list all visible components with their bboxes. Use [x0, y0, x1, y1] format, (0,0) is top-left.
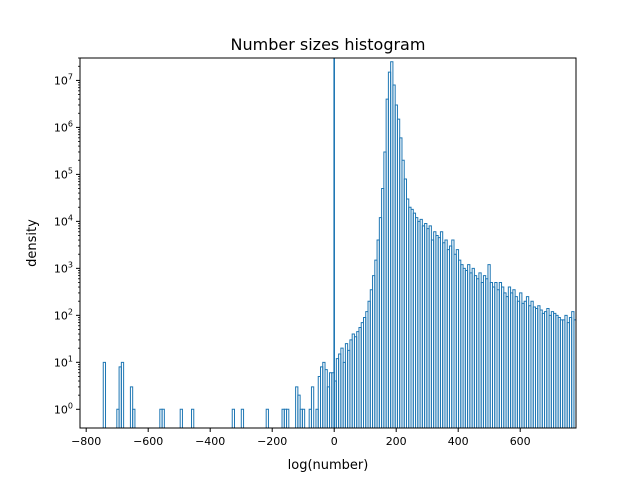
y-tick-base: 10	[54, 262, 68, 275]
axes-frame	[79, 57, 577, 429]
y-tick-label: 101	[54, 354, 73, 369]
histogram-bin	[191, 408, 195, 428]
y-axis-label: density	[25, 219, 40, 267]
histogram-bin	[617, 334, 619, 433]
histogram-bin	[310, 386, 315, 428]
histogram-bin	[610, 334, 612, 433]
x-tick-label: 400	[448, 435, 469, 448]
histogram-bin	[575, 314, 576, 428]
histogram-bin	[626, 332, 628, 433]
y-tick-label: 102	[54, 307, 73, 322]
x-tick-label: 0	[331, 435, 338, 448]
histogram-bin	[161, 408, 165, 428]
histogram-bin	[301, 408, 306, 428]
x-axis-label: log(number)	[288, 458, 369, 473]
histogram-bin	[619, 329, 621, 433]
y-tick-label: 100	[54, 401, 73, 416]
x-tick-label: −200	[257, 435, 287, 448]
histogram-bin	[585, 326, 587, 433]
histogram-bin	[594, 326, 596, 433]
histogram-bin	[179, 408, 183, 428]
histogram-bin	[601, 329, 603, 433]
histogram-bin	[621, 337, 623, 433]
y-tick-label: 106	[54, 119, 73, 134]
histogram-bin	[628, 337, 630, 433]
histogram-bin	[132, 408, 136, 428]
y-tick-base: 10	[54, 121, 68, 134]
histogram-bin	[581, 313, 583, 433]
x-axis-ticks: −800 −600 −400 −200 0 200 400 600	[71, 428, 531, 448]
histogram-bin	[583, 317, 585, 433]
histogram-bin	[102, 361, 107, 428]
chart-title: Number sizes histogram	[231, 35, 426, 54]
x-tick-label: 600	[510, 435, 531, 448]
y-tick-label: 107	[54, 72, 73, 87]
plot-area	[102, 58, 639, 433]
y-tick-exponent: 3	[68, 260, 73, 269]
y-tick-base: 10	[54, 215, 68, 228]
histogram-bin	[633, 332, 635, 433]
histogram-bin	[635, 337, 637, 433]
histogram-bin	[608, 326, 610, 433]
histogram-bin	[612, 317, 614, 433]
x-tick-label: −600	[133, 435, 163, 448]
x-tick-label: −400	[195, 435, 225, 448]
y-tick-label: 103	[54, 260, 73, 275]
y-tick-label: 105	[54, 166, 73, 181]
y-tick-base: 10	[54, 168, 68, 181]
histogram-bin	[599, 315, 601, 433]
histogram-bin	[631, 340, 633, 433]
y-tick-exponent: 4	[68, 213, 73, 222]
y-tick-base: 10	[54, 403, 68, 416]
histogram-bin	[265, 408, 269, 428]
histogram-bin	[578, 323, 580, 433]
histogram-bin	[231, 408, 235, 428]
histogram-bin	[573, 319, 576, 428]
histogram-bin	[588, 320, 590, 433]
histogram-bin	[597, 317, 599, 433]
y-tick-exponent: 0	[68, 401, 73, 410]
histogram-bin	[590, 310, 592, 433]
histogram-bins	[102, 58, 639, 433]
histogram-bin	[624, 334, 626, 433]
histogram-bin	[637, 334, 639, 433]
histogram-bin	[120, 361, 125, 428]
histogram-bin	[603, 320, 605, 433]
histogram-bin	[615, 329, 617, 433]
y-tick-base: 10	[54, 356, 68, 369]
y-tick-exponent: 7	[68, 72, 73, 81]
y-tick-exponent: 1	[68, 354, 73, 363]
x-tick-label: 200	[386, 435, 407, 448]
y-tick-base: 10	[54, 74, 68, 87]
histogram-bin	[286, 408, 290, 428]
histogram-bin	[606, 323, 608, 433]
histogram-bin	[240, 408, 245, 428]
y-tick-base: 10	[54, 309, 68, 322]
x-tick-label: −800	[71, 435, 101, 448]
histogram-bin	[592, 323, 594, 433]
y-tick-exponent: 6	[68, 119, 73, 128]
y-tick-exponent: 2	[68, 307, 73, 316]
y-tick-exponent: 5	[68, 166, 73, 175]
y-tick-label: 104	[54, 213, 73, 228]
